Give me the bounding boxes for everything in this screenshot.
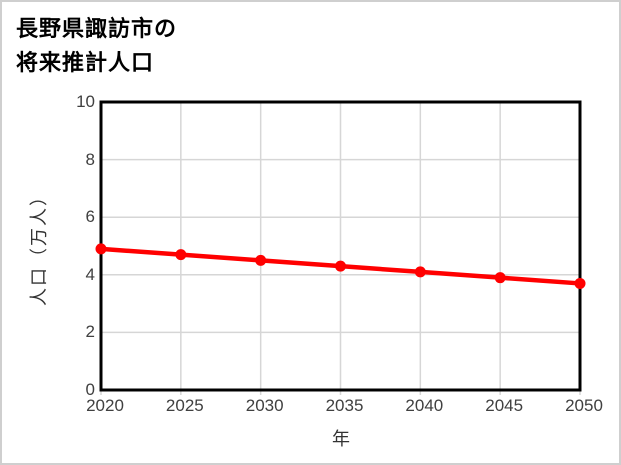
data-point-2030 bbox=[255, 254, 267, 266]
data-point-2050 bbox=[574, 277, 586, 289]
y-tick-label-6: 6 bbox=[85, 207, 95, 227]
x-tick-label-2020: 2020 bbox=[86, 396, 124, 415]
chart-title: 長野県諏訪市の 将来推計人口 bbox=[16, 12, 177, 80]
y-tick-label-2: 2 bbox=[85, 322, 95, 342]
x-tick-label-2030: 2030 bbox=[245, 396, 284, 415]
data-point-2035 bbox=[335, 260, 346, 272]
y-axis-title: 人口（万人） bbox=[29, 186, 49, 306]
data-point-2025 bbox=[175, 249, 187, 261]
data-point-2045 bbox=[494, 272, 506, 284]
x-axis-title: 年 bbox=[332, 429, 350, 449]
y-tick-label-4: 4 bbox=[85, 264, 95, 284]
y-tick-label-10: 10 bbox=[76, 92, 95, 111]
x-tick-label-2025: 2025 bbox=[165, 396, 204, 415]
chart-title-line-2: 将来推計人口 bbox=[16, 50, 155, 75]
data-point-2040 bbox=[414, 266, 426, 278]
x-tick-label-2045: 2045 bbox=[485, 396, 524, 415]
y-tick-label-0: 0 bbox=[85, 380, 95, 399]
x-tick-label-2040: 2040 bbox=[405, 396, 444, 415]
data-point-2020 bbox=[95, 243, 107, 255]
chart-title-line-1: 長野県諏訪市の bbox=[16, 16, 178, 41]
x-tick-label-2050: 2050 bbox=[565, 396, 603, 415]
x-tick-label-2035: 2035 bbox=[325, 396, 364, 415]
y-tick-label-8: 8 bbox=[85, 149, 95, 169]
